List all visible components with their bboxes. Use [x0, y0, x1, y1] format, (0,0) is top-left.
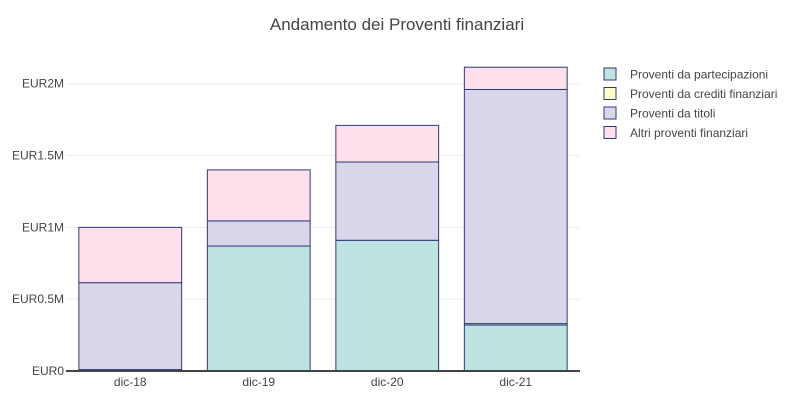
y-tick-label: EUR1M: [22, 220, 64, 234]
bar-segment: [206, 220, 311, 247]
axes-group: EUR0 EUR0.5M EUR1M EUR1.5M EUR2M dic-18 dic-19…: [12, 77, 580, 389]
bar-segment: [335, 239, 440, 372]
bars-group: [78, 66, 568, 372]
legend-item[interactable]: Proventi da partecipazioni: [603, 67, 768, 82]
x-tick-label: dic-19: [242, 375, 275, 389]
bar-segment: [335, 124, 440, 163]
legend-swatch: [603, 87, 617, 100]
legend-swatch: [603, 126, 617, 139]
bar-segment: [335, 161, 440, 241]
y-tick-label: EUR2M: [22, 77, 64, 91]
y-tick-label: EUR1.5M: [12, 149, 64, 163]
bar-segment: [206, 245, 311, 372]
legend-item[interactable]: Proventi da titoli: [603, 106, 715, 121]
legend-item[interactable]: Altri proventi finanziari: [603, 126, 748, 140]
legend-label: Proventi da titoli: [630, 107, 715, 121]
legend-swatch: [603, 106, 617, 120]
y-tick-label: EUR0.5M: [12, 292, 64, 306]
chart-title: Andamento dei Proventi finanziari: [270, 15, 524, 34]
legend-label: Proventi da partecipazioni: [630, 68, 768, 82]
bar-segment: [78, 282, 183, 371]
bar-segment: [78, 226, 183, 284]
bar-segment: [206, 169, 311, 222]
bar-segment: [463, 88, 568, 325]
legend[interactable]: Proventi da partecipazioni Proventi da cr…: [603, 67, 777, 141]
legend-item[interactable]: Proventi da crediti finanziari: [603, 87, 777, 101]
bar-segment: [463, 66, 568, 90]
legend-swatch: [603, 67, 617, 81]
y-tick-label: EUR0: [32, 364, 64, 378]
x-tick-label: dic-20: [371, 375, 404, 389]
x-tick-label: dic-18: [114, 375, 147, 389]
x-tick-label: dic-21: [499, 375, 532, 389]
legend-label: Proventi da crediti finanziari: [630, 87, 777, 101]
legend-label: Altri proventi finanziari: [630, 126, 748, 140]
bar-segment: [463, 324, 568, 372]
